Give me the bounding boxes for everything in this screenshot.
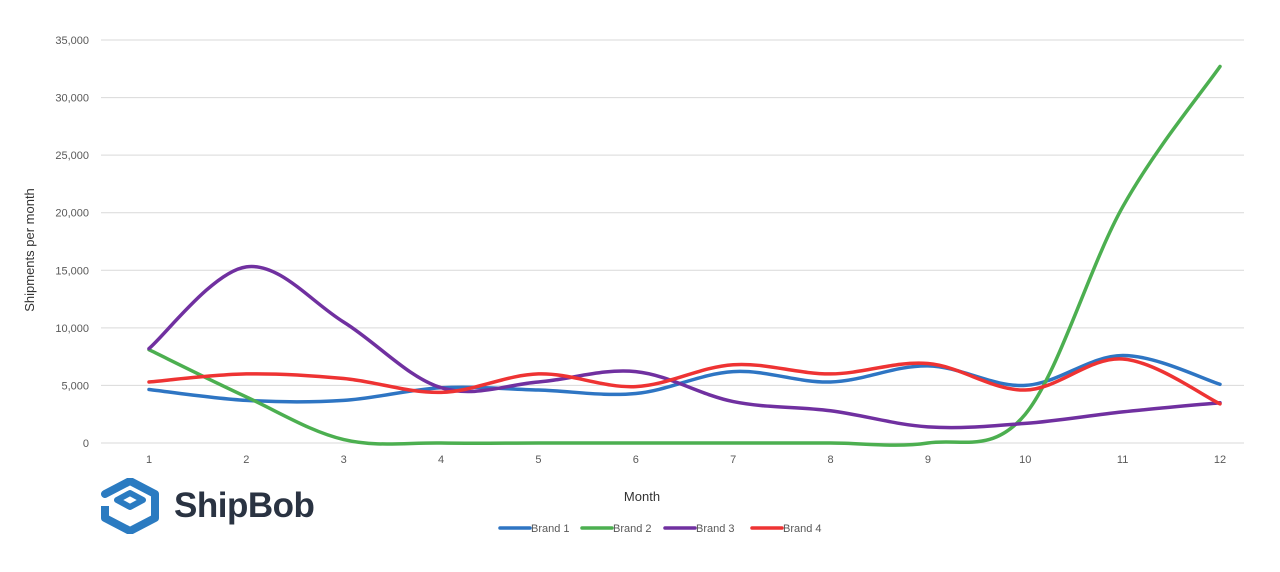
series-lines (147, 64, 1222, 447)
x-tick-label: 10 (1019, 454, 1031, 466)
series-line-brand-2 (147, 64, 1222, 447)
y-tick-label: 35,000 (55, 35, 89, 47)
y-axis-ticks: 0 5,000 10,000 15,000 20,000 25,000 30,000 35,0… (55, 35, 89, 450)
x-tick-label: 11 (1117, 454, 1128, 466)
legend-label: Brand 3 (696, 523, 735, 535)
legend-item-brand-2: Brand 2 (580, 523, 652, 535)
x-tick-label: 1 (146, 454, 152, 466)
legend: Brand 1 Brand 2 Brand 3 Brand 4 (498, 523, 822, 535)
x-tick-label: 12 (1214, 454, 1226, 466)
x-axis-title: Month (624, 489, 660, 504)
y-tick-label: 30,000 (55, 93, 89, 105)
shipbob-box-icon (101, 478, 159, 534)
y-tick-label: 25,000 (55, 150, 89, 162)
y-tick-label: 20,000 (55, 208, 89, 220)
y-tick-label: 10,000 (55, 323, 89, 335)
legend-label: Brand 1 (531, 523, 570, 535)
legend-item-brand-1: Brand 1 (498, 523, 570, 535)
x-tick-label: 2 (243, 454, 249, 466)
y-tick-label: 0 (83, 438, 89, 450)
gridlines (101, 39, 1244, 444)
x-tick-label: 7 (730, 454, 736, 466)
series-line-brand-1 (147, 353, 1222, 404)
y-tick-label: 5,000 (61, 380, 89, 392)
x-tick-label: 5 (535, 454, 541, 466)
x-tick-label: 8 (827, 454, 833, 466)
series-line-brand-4 (147, 357, 1222, 406)
legend-item-brand-3: Brand 3 (663, 523, 735, 535)
legend-label: Brand 4 (783, 523, 822, 535)
y-tick-label: 15,000 (55, 265, 89, 277)
legend-label: Brand 2 (613, 523, 652, 535)
x-tick-label: 3 (341, 454, 347, 466)
x-axis-ticks: 1 2 3 4 5 6 7 8 9 10 11 12 (146, 454, 1226, 466)
x-tick-label: 9 (925, 454, 931, 466)
x-tick-label: 4 (438, 454, 444, 466)
y-axis-title: Shipments per month (22, 188, 37, 312)
series-line-brand-3 (147, 264, 1222, 430)
shipbob-logo: ShipBob (100, 478, 315, 534)
brand-name: ShipBob (174, 486, 315, 525)
legend-item-brand-4: Brand 4 (750, 523, 822, 535)
x-tick-label: 6 (633, 454, 639, 466)
